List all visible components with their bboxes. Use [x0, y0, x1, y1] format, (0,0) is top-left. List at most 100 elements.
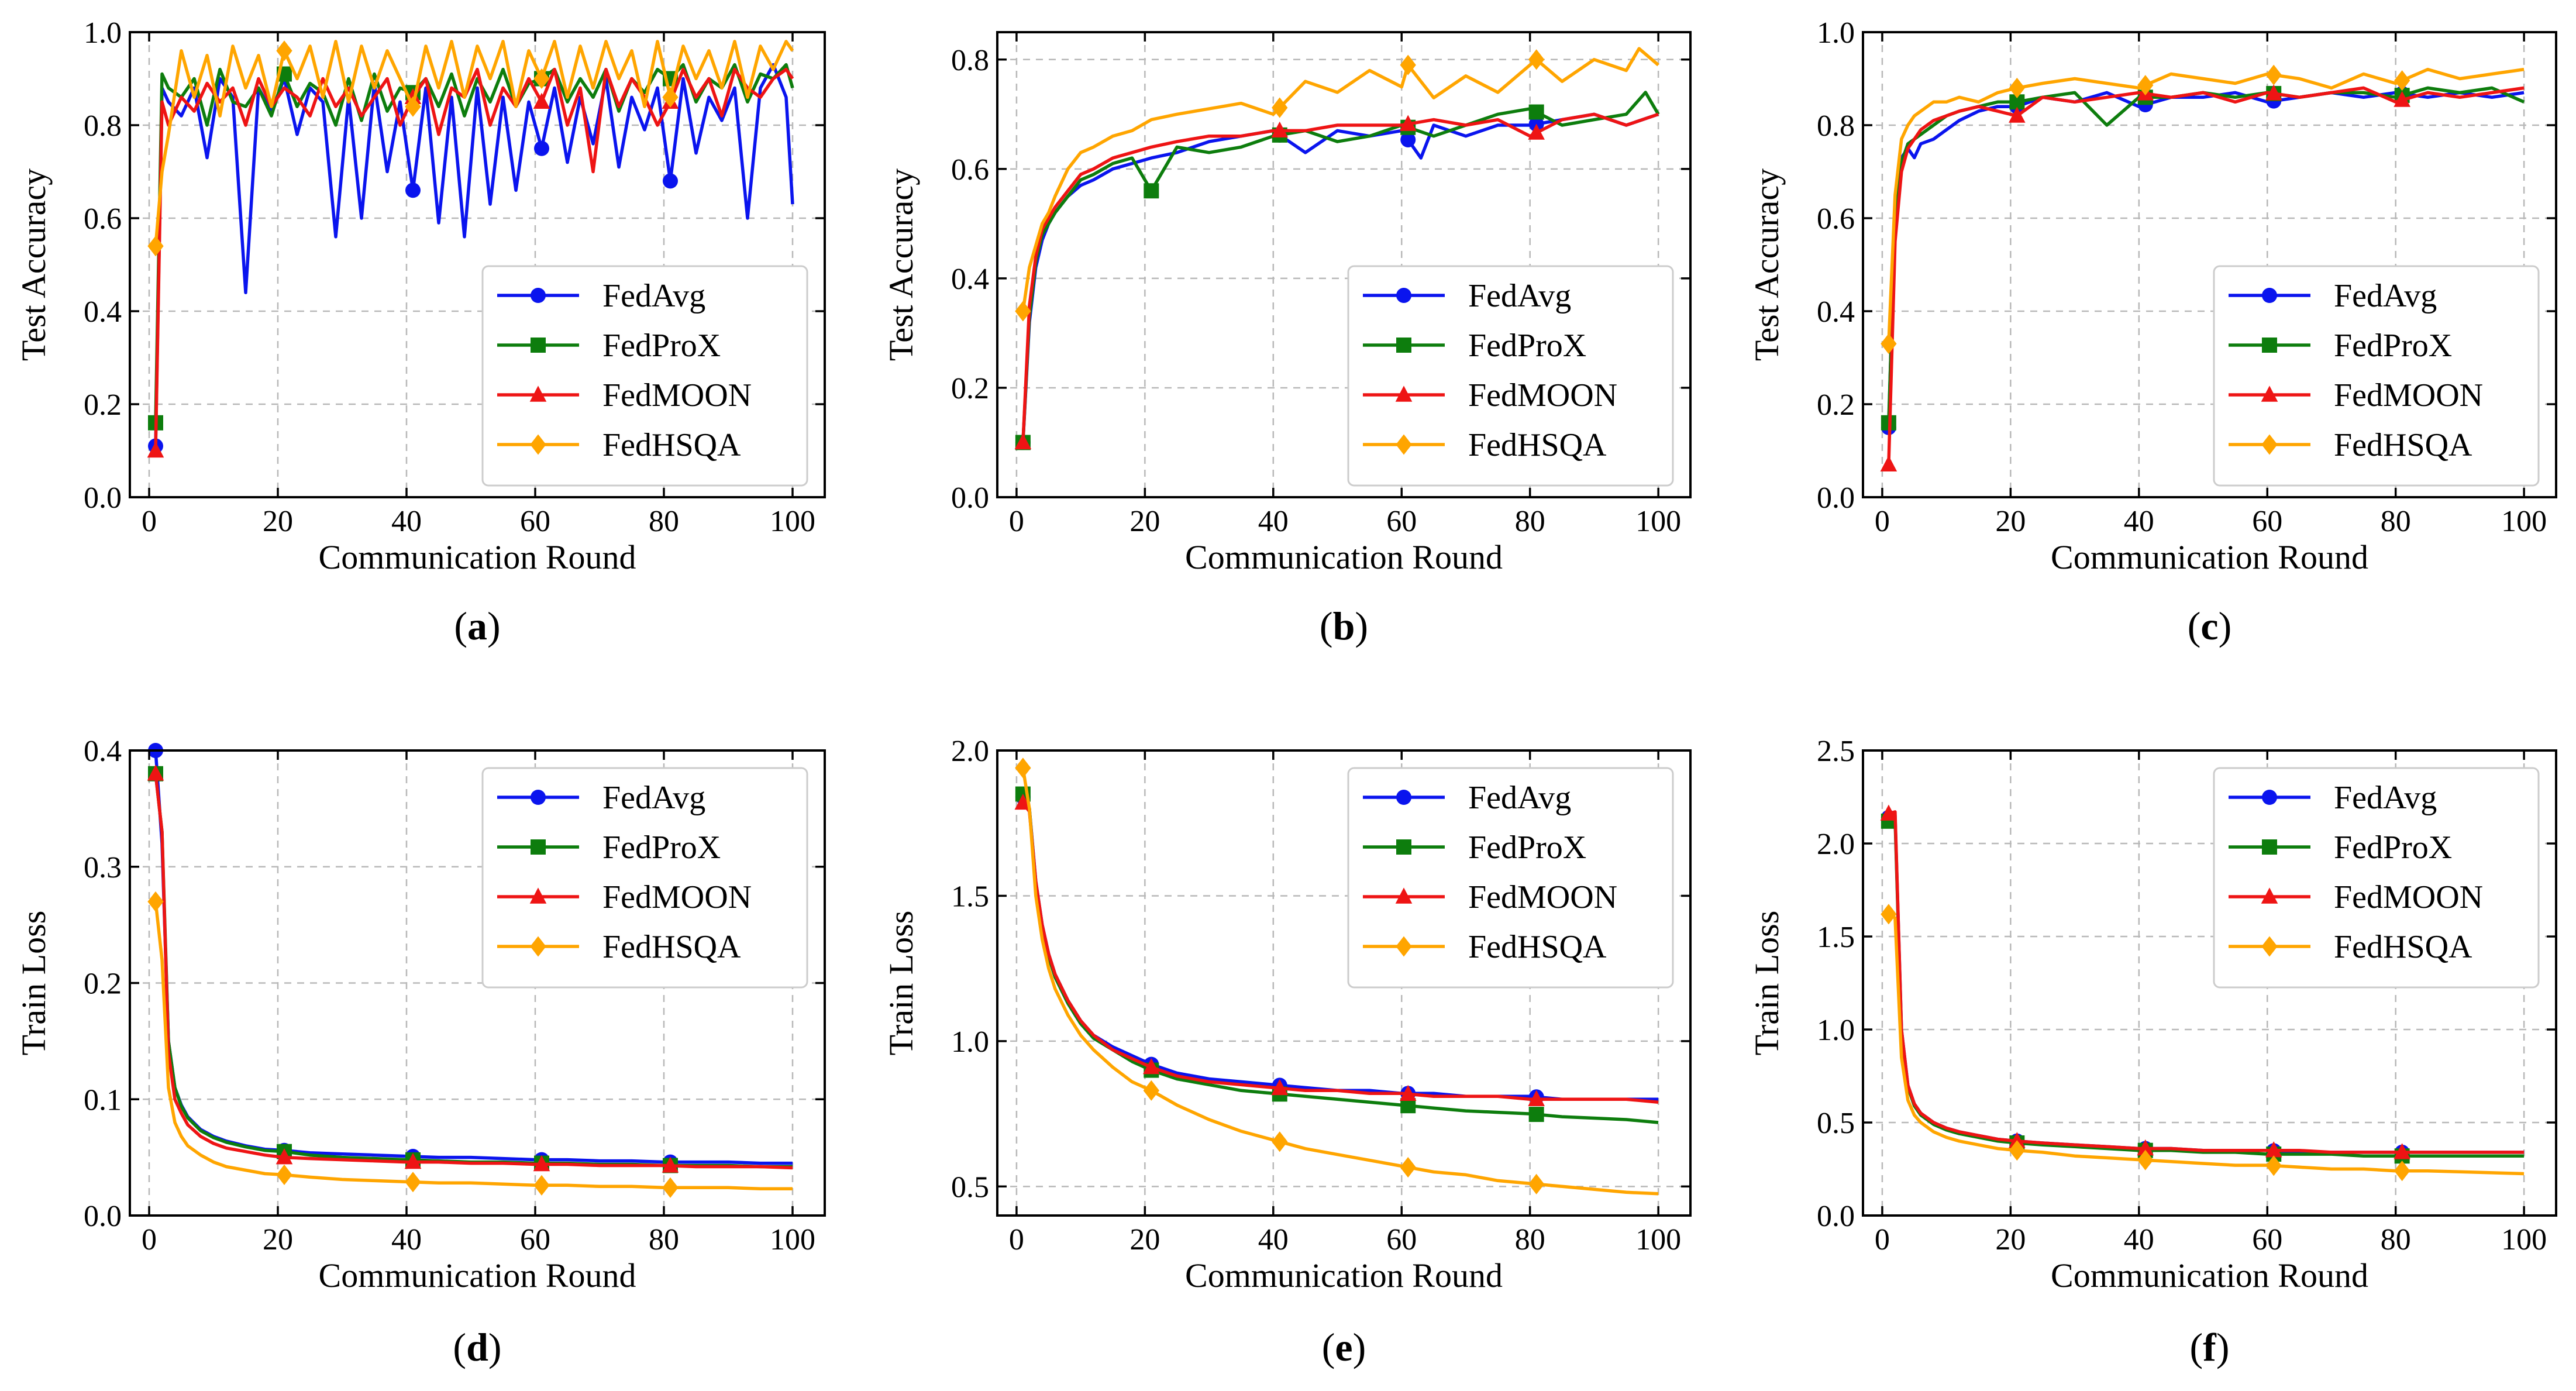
legend-marker-fedavg [2262, 790, 2277, 805]
x-tick-label: 100 [1635, 505, 1681, 538]
data-point-fedhsqa [147, 236, 164, 257]
legend-label-fedhsqa: FedHSQA [2334, 929, 2472, 965]
y-axis-title: Test Accuracy [15, 168, 53, 361]
x-tick-label: 40 [2124, 1223, 2154, 1256]
x-tick-label: 60 [520, 1223, 550, 1256]
series-line-fedhsqa [154, 901, 793, 1191]
x-axis-title: Communication Round [2051, 538, 2368, 576]
panel-label: (d) [453, 1325, 501, 1369]
data-point-fedavg [663, 173, 678, 189]
legend-marker-fedmoon [1395, 385, 1413, 402]
data-point-fedmoon [2265, 84, 2282, 101]
series-line-fedhsqa [1021, 767, 1659, 1196]
x-tick-label: 80 [1515, 505, 1545, 538]
legend-marker-fedavg [531, 790, 546, 805]
axes-frame [996, 749, 1692, 1217]
legend-label-fedavg: FedAvg [1468, 780, 1571, 816]
legend-marker-fedprox [531, 839, 546, 855]
data-point-fedmoon [1143, 1058, 1160, 1075]
data-point-fedmoon [1528, 123, 1545, 140]
legend-label-fedmoon: FedMOON [1468, 377, 1617, 414]
series-line-fedhsqa [1887, 67, 2525, 344]
x-tick-label: 0 [1009, 1223, 1024, 1256]
legend-label-fedhsqa: FedHSQA [1468, 929, 1607, 965]
data-point-fedmoon [1271, 121, 1289, 138]
legend: FedAvg FedProX FedMOON FedHSQA [1347, 265, 1674, 487]
x-tick-label: 0 [1875, 505, 1890, 538]
chart-panel-c: 0 20 40 60 80 100 0.0 0.2 0.4 0.6 0.8 1.0 Communicat… [1748, 16, 2557, 648]
panel-label: (b) [1320, 604, 1368, 648]
data-point-fedhsqa [2265, 64, 2282, 85]
x-axis-title: Communication Round [1185, 1256, 1503, 1294]
data-point-fedhsqa [2137, 75, 2154, 96]
legend-label-fedhsqa: FedHSQA [1468, 427, 1607, 463]
panel-label: (a) [454, 604, 500, 648]
y-tick-label: 0.4 [951, 263, 989, 296]
legend-label-fedmoon: FedMOON [2334, 377, 2483, 414]
legend-marker-fedprox [2262, 839, 2277, 855]
y-tick-label: 0.6 [84, 202, 122, 236]
y-tick-label: 0.0 [951, 481, 989, 515]
data-point-fedhsqa [1015, 301, 1031, 322]
y-tick-label: 1.0 [1817, 16, 1855, 50]
chart-panel-a: 0 20 40 60 80 100 0.0 0.2 0.4 0.6 0.8 1.0 Communicat… [15, 16, 826, 648]
legend-marker-fedhsqa [1396, 434, 1412, 455]
data-point-fedhsqa [533, 1175, 550, 1196]
y-tick-label: 0.8 [1817, 109, 1855, 143]
legend: FedAvg FedProX FedMOON FedHSQA [481, 767, 808, 989]
series-line-fedhsqa [154, 40, 794, 246]
x-tick-label: 20 [263, 505, 293, 538]
legend-label-fedprox: FedProX [602, 829, 721, 866]
data-point-fedmoon [2009, 106, 2026, 123]
legend-marker-fedavg [1396, 790, 1411, 805]
y-axis-title: Train Loss [882, 911, 920, 1056]
chart-panel-d: 0 20 40 60 80 100 0.0 0.1 0.2 0.3 0.4 Communication… [15, 735, 826, 1369]
data-point-fedmoon [1528, 1090, 1545, 1106]
data-point-fedhsqa [662, 1177, 679, 1198]
data-point-fedhsqa [2394, 1161, 2410, 1182]
y-tick-label: 1.0 [951, 1025, 989, 1059]
data-point-fedhsqa [1881, 904, 1897, 925]
data-point-fedmoon [1880, 455, 1897, 472]
axes-frame [129, 31, 826, 498]
y-tick-label: 2.0 [951, 735, 989, 768]
data-point-fedmoon [2137, 1139, 2154, 1156]
data-point-fedhsqa [1528, 1173, 1545, 1194]
legend-label-fedmoon: FedMOON [1468, 879, 1617, 915]
x-tick-label: 60 [1386, 505, 1417, 538]
data-point-fedhsqa [533, 68, 550, 89]
y-tick-label: 0.2 [84, 967, 122, 1001]
y-tick-label: 0.0 [84, 481, 122, 515]
data-point-fedhsqa [662, 87, 679, 108]
data-point-fedmoon [1399, 1084, 1417, 1101]
axes-frame [1862, 31, 2557, 498]
y-tick-label: 2.0 [1817, 828, 1855, 861]
x-tick-label: 20 [263, 1223, 293, 1256]
data-point-fedmoon [2394, 1143, 2410, 1159]
legend-marker-fedhsqa [530, 936, 546, 957]
legend-label-fedmoon: FedMOON [602, 879, 752, 915]
y-tick-label: 0.2 [951, 372, 989, 405]
x-tick-label: 20 [1995, 505, 2026, 538]
y-tick-label: 0.3 [84, 851, 122, 884]
panel-label: (e) [1322, 1325, 1366, 1369]
data-point-fedprox [1528, 1107, 1544, 1123]
legend-marker-fedmoon [1395, 887, 1413, 904]
legend-marker-fedavg [1396, 288, 1411, 303]
data-point-fedhsqa [1272, 97, 1288, 118]
legend-label-fedprox: FedProX [2334, 328, 2452, 364]
y-tick-label: 0.8 [951, 44, 989, 77]
data-point-fedavg [1400, 132, 1416, 147]
data-point-fedmoon [1271, 1079, 1289, 1096]
data-point-fedmoon [1014, 433, 1032, 450]
legend: FedAvg FedProX FedMOON FedHSQA [2213, 767, 2540, 989]
y-tick-label: 1.5 [951, 880, 989, 913]
legend-marker-fedprox [2262, 338, 2277, 353]
x-tick-label: 60 [2252, 1223, 2282, 1256]
x-tick-label: 20 [1995, 1223, 2026, 1256]
legend-marker-fedhsqa [1396, 936, 1412, 957]
data-point-fedhsqa [1528, 49, 1545, 70]
data-point-fedhsqa [405, 96, 421, 117]
legend: FedAvg FedProX FedMOON FedHSQA [481, 265, 808, 487]
legend-marker-fedprox [531, 338, 546, 353]
